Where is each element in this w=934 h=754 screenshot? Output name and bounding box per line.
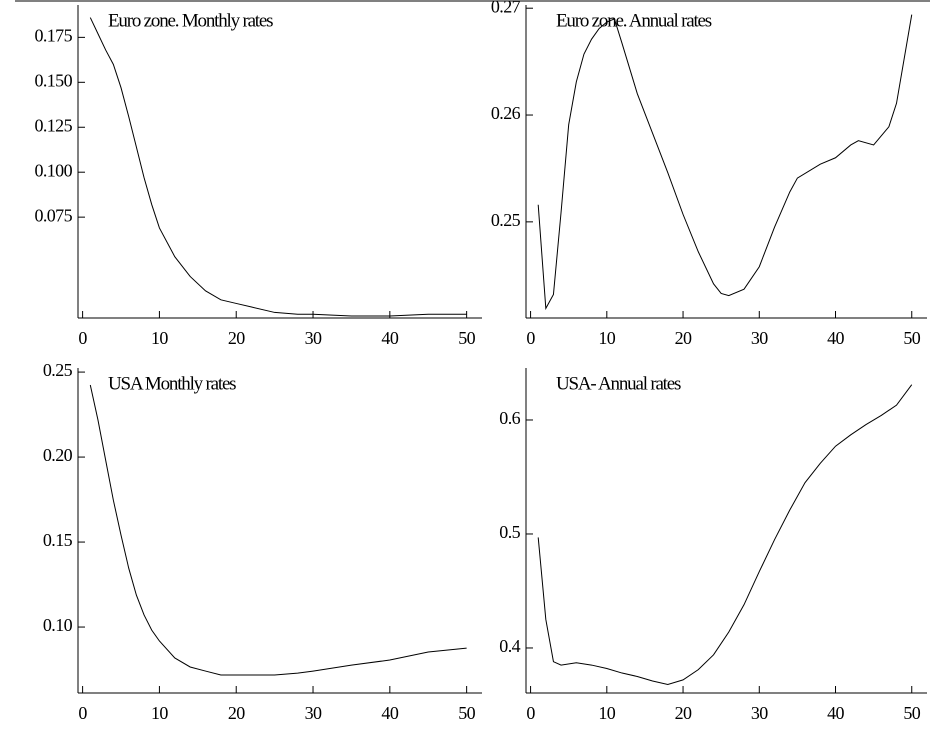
x-tick-label: 20 [228,703,245,723]
x-tick-label: 30 [305,328,322,348]
data-line [537,14,913,311]
y-tick-label: 0.20 [43,445,73,465]
x-tick-label: 20 [228,328,245,348]
x-tick-label: 40 [827,328,844,348]
x-tick-label: 30 [751,328,768,348]
x-tick-label: 0 [526,703,535,723]
y-tick-label: 0.150 [34,70,72,90]
y-tick-label: 0.075 [34,205,72,225]
y-tick-label: 0.6 [499,408,520,428]
chart-title: USA- Annual rates [556,373,681,394]
x-tick-label: 10 [151,328,168,348]
chart-title: Euro zone. Annual rates [556,10,712,31]
chart-title: USA Monthly rates [108,373,236,394]
x-tick-label: 50 [903,328,920,348]
y-tick-label: 0.5 [499,522,520,542]
data-line [89,17,467,317]
x-tick-label: 10 [598,703,615,723]
x-tick-label: 10 [151,703,168,723]
y-tick-label: 0.125 [34,115,72,135]
x-tick-label: 50 [458,328,475,348]
data-line [537,384,913,685]
x-tick-label: 20 [675,328,692,348]
x-tick-label: 50 [903,703,920,723]
x-tick-label: 40 [381,703,398,723]
x-tick-label: 0 [526,328,535,348]
y-tick-label: 0.25 [43,360,73,380]
y-tick-label: 0.27 [491,0,521,16]
x-tick-label: 50 [458,703,475,723]
x-tick-label: 30 [751,703,768,723]
chart-title: Euro zone. Monthly rates [108,10,273,31]
y-tick-label: 0.4 [499,636,520,656]
x-tick-label: 20 [675,703,692,723]
x-tick-label: 40 [827,703,844,723]
x-tick-label: 0 [78,328,87,348]
y-tick-label: 0.175 [34,25,72,45]
y-tick-label: 0.10 [43,615,73,635]
y-tick-label: 0.26 [491,103,521,123]
x-tick-label: 0 [78,703,87,723]
data-line [89,384,467,676]
y-tick-label: 0.25 [491,210,521,230]
x-tick-label: 10 [598,328,615,348]
x-tick-label: 40 [381,328,398,348]
x-tick-label: 30 [305,703,322,723]
y-tick-label: 0.100 [34,160,72,180]
y-tick-label: 0.15 [43,530,73,550]
